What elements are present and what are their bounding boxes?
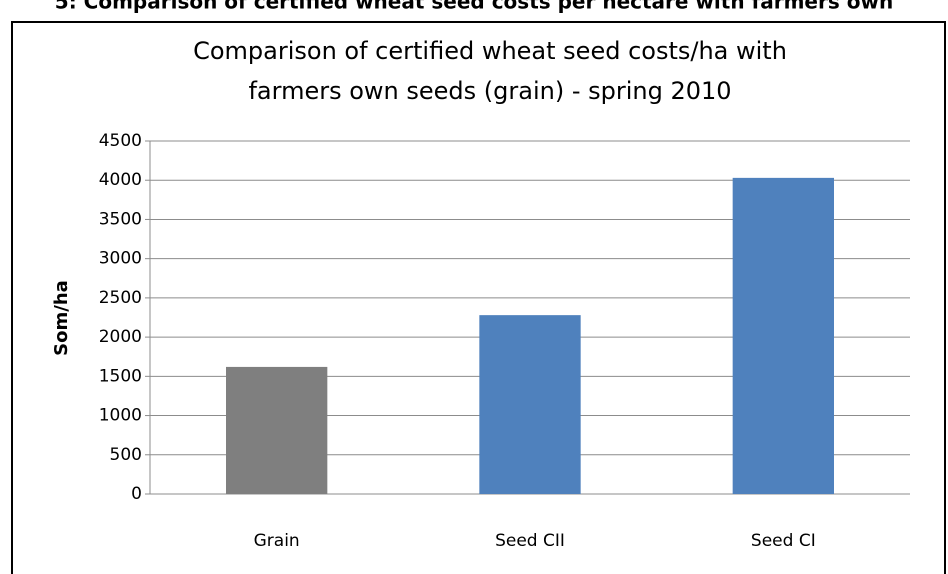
chart-title: farmers own seeds (grain) - spring 2010 [248,77,731,105]
bar [732,177,834,494]
y-axis-label: Som/ha [51,280,72,356]
y-tick-label: 1500 [99,366,142,386]
y-tick-label: 3000 [99,249,142,269]
bar [226,366,328,494]
y-tick-label: 1000 [99,406,142,426]
y-tick-label: 500 [110,445,142,465]
y-tick-label: 4500 [99,131,142,151]
x-tick-label: Seed CI [751,531,816,551]
y-tick-label: 3500 [99,209,142,229]
chart-title: Comparison of certified wheat seed costs… [193,37,787,65]
y-tick-label: 2000 [99,327,142,347]
x-tick-label: Seed CII [495,531,565,551]
y-tick-label: 4000 [99,170,142,190]
bar [479,315,581,494]
y-tick-label: 0 [131,484,142,504]
y-tick-label: 2500 [99,288,142,308]
caption: 5: Comparison of certified wheat seed co… [55,0,893,14]
x-tick-label: Grain [254,531,300,551]
